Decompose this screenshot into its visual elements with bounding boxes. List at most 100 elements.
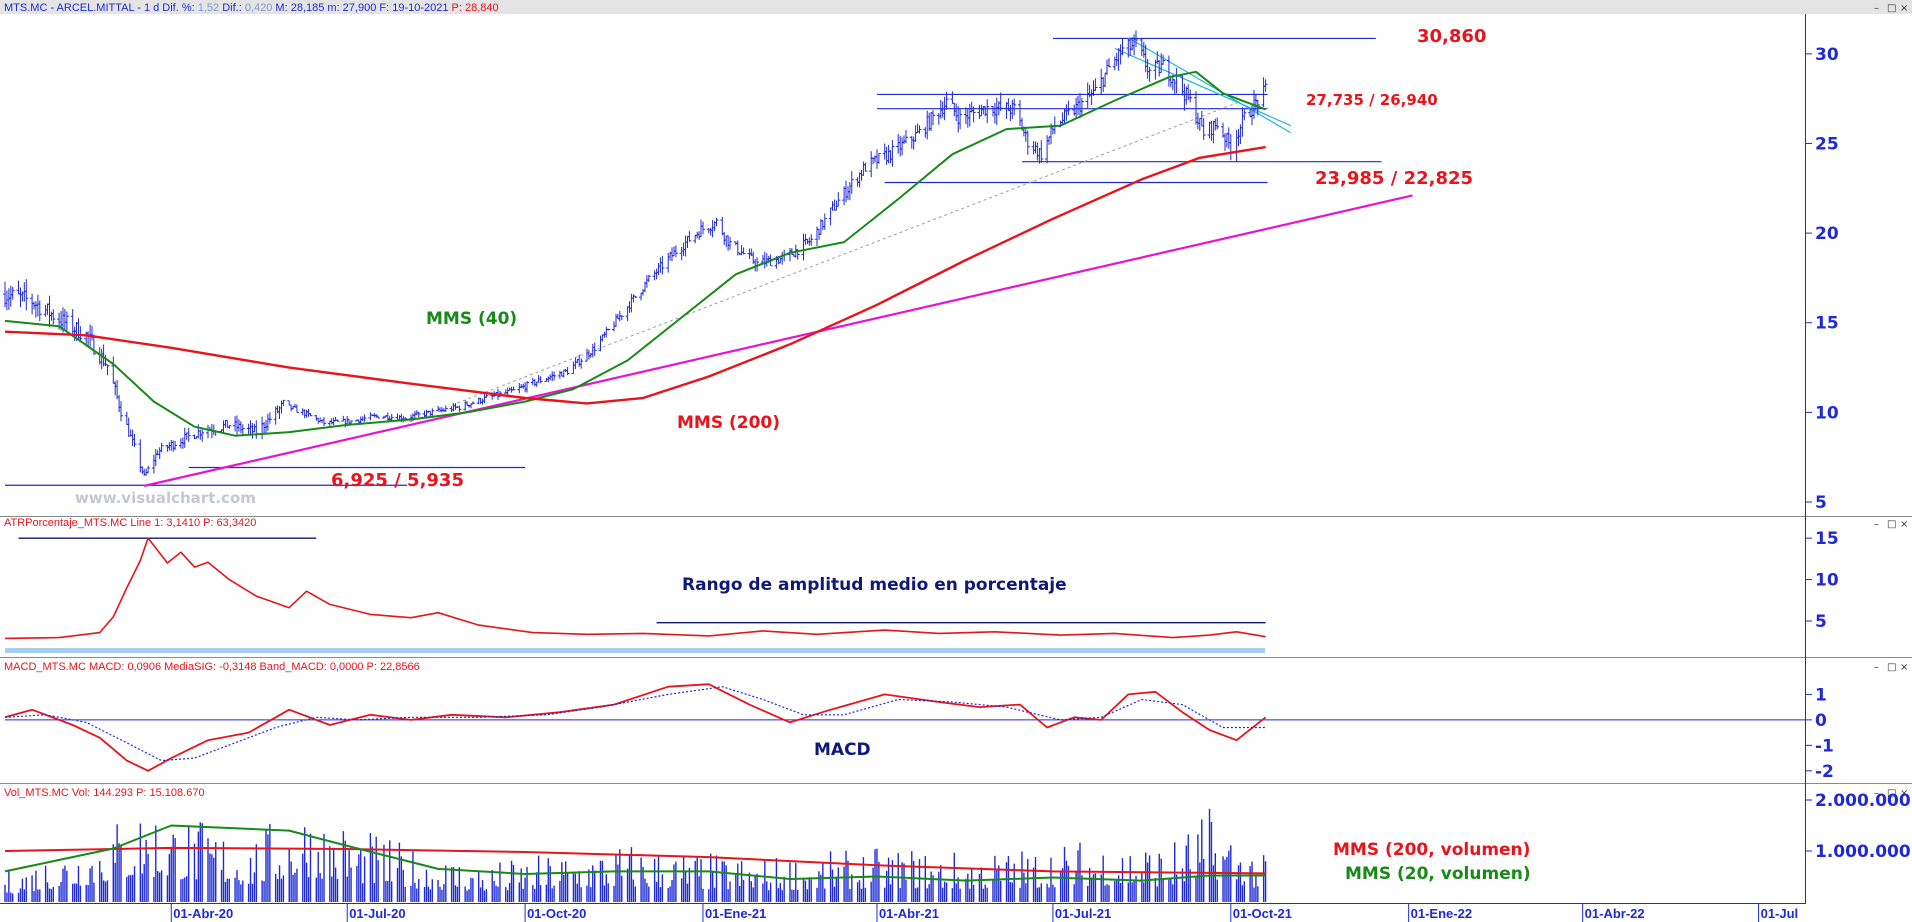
ohlc-bar bbox=[836, 192, 841, 207]
ohlc-bar bbox=[281, 399, 286, 406]
ohlc-bar bbox=[809, 234, 814, 246]
ohlc-bar bbox=[159, 442, 164, 452]
ohlc-bar bbox=[443, 405, 448, 412]
price-header-segment: 1,52 bbox=[198, 2, 219, 14]
macd-window-buttons: – □ × bbox=[1874, 662, 1908, 673]
macd-restore-button[interactable]: □ bbox=[1887, 662, 1896, 673]
price-window-buttons: – □ × bbox=[1874, 3, 1908, 14]
date-tick-label: 01-Ene-22 bbox=[1411, 906, 1472, 921]
volume-ma-line bbox=[4, 846, 1266, 875]
macd-tick-label: -2 bbox=[1815, 762, 1834, 782]
macd-line bbox=[4, 683, 1267, 772]
date-axis: 01-Abr-20 01-Jul-20 01-Oct-20 01-Ene-21 01-A… bbox=[170, 903, 1799, 922]
atr-window-buttons: – □ × bbox=[1874, 519, 1908, 530]
ohlc-bar bbox=[931, 110, 935, 126]
ohlc-bar bbox=[958, 109, 963, 130]
atr-close-button[interactable]: × bbox=[1900, 519, 1908, 530]
annotation-level-low: 6,925 / 5,935 bbox=[331, 470, 464, 491]
ohlc-bar bbox=[971, 106, 976, 123]
restore-button[interactable]: □ bbox=[1887, 3, 1896, 14]
ohlc-bar bbox=[998, 92, 1003, 111]
minimize-button[interactable]: – bbox=[1874, 3, 1879, 14]
ohlc-bar bbox=[1012, 98, 1017, 116]
price-tick-label: 10 bbox=[1815, 403, 1839, 423]
annotation-mms40: MMS (40) bbox=[426, 309, 517, 329]
trendline bbox=[1128, 37, 1292, 134]
ohlc-bar bbox=[173, 440, 178, 451]
ohlc-bar bbox=[673, 245, 678, 258]
atr-tick-label: 10 bbox=[1815, 571, 1839, 591]
watermark: www.visualchart.com bbox=[75, 489, 256, 507]
ohlc-bar bbox=[822, 213, 827, 230]
ma-line bbox=[4, 70, 1266, 437]
ohlc-bar bbox=[565, 367, 570, 376]
ohlc-bar bbox=[592, 342, 597, 356]
ohlc-bar bbox=[200, 429, 205, 442]
ohlc-bar bbox=[985, 99, 990, 124]
close-button[interactable]: × bbox=[1900, 3, 1908, 14]
ohlc-bar bbox=[105, 364, 110, 376]
ohlc-bar bbox=[904, 130, 908, 144]
volume-y-axis: 1.000.000 2.000.000 bbox=[1805, 791, 1911, 862]
atr-panel: ATRPorcentaje_MTS.MC Line 1: 3,1410 P: 6… bbox=[0, 516, 1912, 653]
price-header-segment: P: 28,840 bbox=[452, 2, 499, 14]
ohlc-bar bbox=[119, 401, 123, 422]
macd-minimize-button[interactable]: – bbox=[1874, 662, 1879, 673]
vol-minimize-button[interactable]: – bbox=[1874, 788, 1879, 799]
atr-tick-label: 15 bbox=[1815, 529, 1839, 549]
ohlc-bar bbox=[1161, 54, 1166, 65]
ohlc-bar bbox=[849, 171, 854, 194]
ohlc-bar bbox=[1201, 118, 1206, 140]
ohlc-bar bbox=[944, 91, 949, 110]
ohlc-bar bbox=[714, 217, 719, 227]
ohlc-bar bbox=[633, 295, 638, 298]
ohlc-bar bbox=[186, 427, 191, 442]
trendline bbox=[143, 194, 1413, 487]
ohlc-bar bbox=[1093, 78, 1098, 92]
volume-bars bbox=[4, 808, 1267, 902]
annotation-macd: MACD bbox=[814, 740, 871, 760]
ohlc-bar bbox=[1107, 58, 1111, 68]
price-header-segment: M: 28,185 m: 27,900 F: 19-10-2021 bbox=[272, 2, 451, 14]
ohlc-bar bbox=[37, 300, 42, 322]
ohlc-bar bbox=[24, 279, 29, 311]
macd-panel-header: MACD_MTS.MC MACD: 0,0906 MediaSIG: -0,31… bbox=[4, 661, 420, 673]
date-tick-label: 01-Oct-20 bbox=[527, 906, 586, 921]
volume-plot bbox=[4, 808, 1267, 902]
ohlc-bar bbox=[267, 412, 272, 424]
vol-close-button[interactable]: × bbox=[1900, 788, 1908, 799]
ohlc-bar bbox=[917, 125, 922, 134]
macd-tick-label: 1 bbox=[1815, 685, 1827, 705]
ohlc-bar bbox=[1242, 109, 1247, 121]
ohlc-bar bbox=[1263, 79, 1268, 92]
ohlc-bar bbox=[890, 140, 895, 167]
ohlc-bar bbox=[687, 231, 692, 242]
macd-y-axis: -2 -1 0 1 bbox=[1805, 685, 1834, 782]
ohlc-bar bbox=[579, 358, 584, 369]
macd-tick-label: -1 bbox=[1815, 736, 1834, 756]
trendline bbox=[451, 101, 1239, 406]
ohlc-bar bbox=[240, 424, 245, 435]
date-tick-label: 01-Oct-21 bbox=[1233, 906, 1292, 921]
ohlc-bar bbox=[1134, 30, 1138, 48]
ohlc-bar bbox=[457, 405, 462, 412]
date-tick-label: 01-Abr-20 bbox=[173, 906, 233, 921]
date-tick-label: 01-Ene-21 bbox=[705, 906, 766, 921]
ohlc-bar bbox=[294, 404, 299, 413]
date-tick-label: 01-Jul bbox=[1761, 906, 1799, 921]
macd-close-button[interactable]: × bbox=[1900, 662, 1908, 673]
vol-restore-button[interactable]: □ bbox=[1887, 788, 1896, 799]
atr-scroll-band bbox=[5, 648, 1265, 653]
price-panel: MTS.MC - ARCEL.MITTAL - 1 d Dif. %: 1,52… bbox=[0, 0, 1912, 513]
annotation-level-support: 23,985 / 22,825 bbox=[1315, 168, 1473, 189]
ohlc-bar bbox=[10, 286, 15, 300]
price-tick-label: 20 bbox=[1815, 224, 1839, 244]
atr-minimize-button[interactable]: – bbox=[1874, 519, 1879, 530]
annotation-atr: Rango de amplitud medio en porcentaje bbox=[682, 575, 1067, 595]
volume-tick-label: 1.000.000 bbox=[1815, 842, 1911, 862]
atr-restore-button[interactable]: □ bbox=[1887, 519, 1896, 530]
ohlc-bar bbox=[741, 247, 746, 255]
ohlc-bar bbox=[1025, 130, 1030, 155]
ohlc-bar bbox=[538, 376, 543, 384]
atr-plot bbox=[4, 537, 1266, 640]
